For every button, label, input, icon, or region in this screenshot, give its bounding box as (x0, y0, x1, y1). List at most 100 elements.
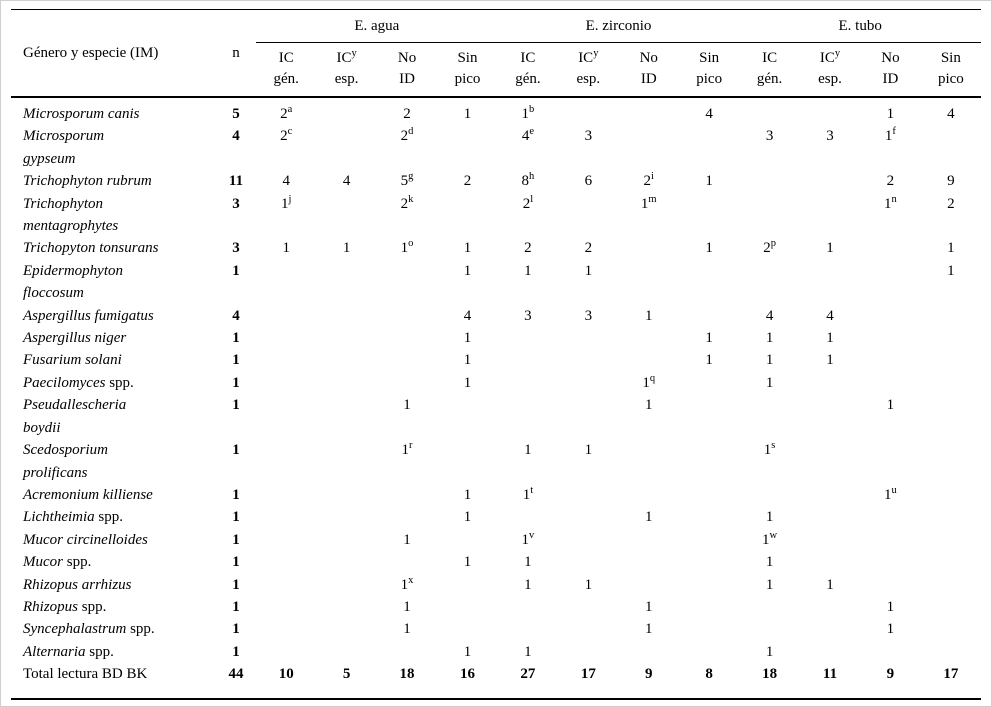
cell-value (800, 506, 860, 528)
subcolumn-label: No ID (397, 50, 417, 87)
cell-value: 5g (400, 171, 414, 190)
cell-value (619, 529, 679, 551)
cell-value: 1j (281, 193, 292, 212)
n-value: 1 (232, 397, 240, 414)
cell-value (800, 193, 860, 238)
cell-value: 1 (644, 307, 653, 324)
cell-value: 6 (584, 173, 593, 190)
cell-value: 1 (463, 240, 472, 257)
subcolumn-label: No ID (639, 50, 658, 87)
cell-value (498, 349, 558, 371)
cell-value: 1 (524, 643, 532, 660)
cell-value (437, 439, 497, 484)
cell-value (256, 618, 316, 640)
cell-value (558, 641, 618, 663)
cell-value: 1s (763, 440, 776, 459)
cell-value: 1 (463, 554, 472, 571)
cell-value (921, 529, 981, 551)
cell-value (316, 260, 376, 305)
table-row: Mucor circinelloides 1 1 1v 1w (11, 529, 981, 551)
cell-value: 2 (403, 106, 411, 122)
cell-value: 1 (705, 330, 713, 347)
cell-value (558, 506, 618, 528)
cell-value (377, 327, 437, 349)
cell-value (316, 125, 376, 170)
table-row: Paecilomyces spp. 1 1 1q 1 (11, 372, 981, 394)
cell-value (316, 305, 376, 327)
species-name: Rhizopus arrhizus (23, 576, 132, 593)
table-row: Rhizopus spp. 1 1 1 1 (11, 596, 981, 618)
cell-value: 1 (403, 397, 411, 414)
species-name: Alternaria spp. (23, 643, 114, 660)
cell-value: 1 (463, 486, 472, 503)
cell-value (498, 394, 558, 439)
cell-value (619, 641, 679, 663)
cell-value (256, 305, 316, 327)
table-row: Trichophyton rubrum 11 4 4 5g 2 8h 6 2i 1 2 9 (11, 170, 981, 192)
cell-value (619, 237, 679, 259)
cell-value (921, 349, 981, 371)
n-value: 1 (232, 576, 240, 593)
cell-value (558, 394, 618, 439)
cell-value (619, 484, 679, 506)
cell-value: 1f (884, 126, 896, 145)
subcolumn-label: ICy esp. (818, 48, 842, 87)
n-value: 1 (232, 598, 240, 615)
cell-value: 1 (947, 262, 955, 279)
cell-value (256, 506, 316, 528)
cell-value (679, 641, 739, 663)
n-value: 4 (232, 128, 240, 145)
cell-value (860, 237, 920, 259)
cell-value (739, 170, 799, 192)
cell-value (377, 506, 437, 528)
cell-value (921, 327, 981, 349)
cell-value (377, 260, 437, 305)
cell-value (921, 484, 981, 506)
cell-value: 1r (401, 440, 413, 459)
header-groups-row: E. agua E. zirconio E. tubo (256, 10, 981, 43)
cell-value (256, 596, 316, 618)
cell-value: 2a (280, 104, 293, 122)
cell-value (860, 305, 920, 327)
cell-value: 1 (826, 330, 834, 347)
species-name: Aspergillus fumigatus (23, 307, 154, 324)
n-value: 1 (232, 330, 240, 347)
cell-value: 1 (463, 509, 472, 526)
cell-value (921, 439, 981, 484)
header-genus-species: Género y especie (IM) (23, 44, 159, 61)
cell-value (800, 551, 860, 573)
cell-value (316, 327, 376, 349)
cell-value: 1 (826, 576, 834, 593)
cell-value (437, 529, 497, 551)
species-name: Aspergillus niger (23, 330, 127, 347)
cell-value (437, 125, 497, 170)
species-name: Trichopyton tonsurans (23, 240, 159, 257)
cell-value (619, 439, 679, 484)
table-row: Fusarium solani 1 1 1 1 1 (11, 349, 981, 371)
cell-value: 1 (282, 240, 290, 257)
header-data-area: E. agua E. zirconio E. tubo IC gén. ICy esp. N… (256, 10, 981, 96)
cell-value: 17 (943, 666, 959, 683)
cell-value: 2 (947, 195, 955, 212)
n-value: 1 (232, 554, 240, 571)
cell-value (558, 551, 618, 573)
cell-value: 1w (762, 529, 778, 548)
cell-value (256, 551, 316, 573)
cell-value: 2 (886, 173, 895, 190)
cell-value: 4 (826, 307, 834, 324)
cell-value (679, 618, 739, 640)
cell-value (558, 372, 618, 394)
cell-value: 17 (580, 666, 596, 683)
cell-value (860, 506, 920, 528)
cell-value: 10 (278, 666, 294, 683)
cell-value: 9 (644, 666, 653, 683)
cell-value (256, 349, 316, 371)
cell-value (860, 372, 920, 394)
cell-value (316, 484, 376, 506)
cell-value (921, 596, 981, 618)
species-name: Acremonium killiense (23, 486, 153, 503)
cell-value (800, 260, 860, 305)
cell-value (256, 394, 316, 439)
cell-value: 1 (947, 240, 955, 257)
cell-value (739, 103, 799, 125)
